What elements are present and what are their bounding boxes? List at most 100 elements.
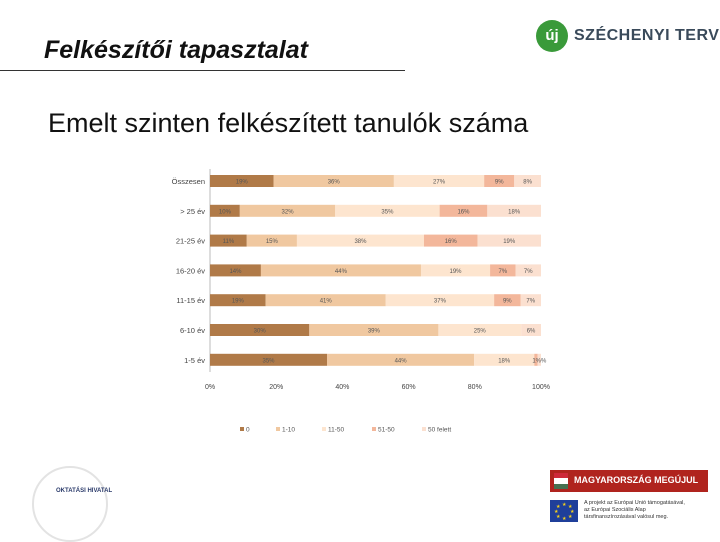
bar-segment [515,264,541,277]
eu-line: az Európai Szociális Alap [584,507,646,513]
logo-ring [32,466,108,542]
bar-segment [534,353,538,366]
legend-swatch [240,427,244,431]
logo-badge: új [536,20,568,52]
data-label: 30% [254,329,267,335]
data-label: 18% [508,209,521,215]
data-label: 7% [526,299,535,305]
bar-segment [210,234,247,247]
eu-line: A projekt az Európai Unió támogatásával, [584,500,685,506]
bar-segment [393,175,485,187]
legend-label: 0 [246,427,250,434]
bar-segment [385,294,495,307]
data-label: 35% [263,358,276,364]
bar-segment [210,264,261,277]
x-tick-label: 20% [269,384,283,391]
legend-swatch [422,427,426,431]
legend-label: 11-50 [328,427,345,434]
bar-segment [210,324,310,336]
hungarian-flag-icon [554,473,568,489]
legend-swatch [322,427,326,431]
data-label: 19% [450,269,463,275]
category-label: Összesen [172,177,205,186]
bar-segment [494,294,521,307]
szechenyi-terv-logo: új SZÉCHENYI TERV [536,20,719,54]
eu-line: társfinanszírozásával valósul meg. [584,514,669,520]
data-label: 18% [498,358,511,364]
data-label: 41% [320,299,333,305]
category-label: 1-5 év [184,356,205,365]
legend-label: 51-50 [378,427,395,434]
bar-segment [514,175,541,187]
data-label: 7% [524,269,533,275]
data-label: 15% [266,239,279,245]
logo-text: SZÉCHENYI TERV [574,27,720,44]
eu-funding-text: A projekt az Európai Unió támogatásával,… [584,500,714,521]
x-tick-label: 60% [402,384,416,391]
category-label: > 25 év [180,207,205,216]
bar-segment [438,324,522,336]
category-label: 11-15 év [176,296,205,305]
category-label: 21-25 év [176,237,205,246]
data-label: 16% [445,239,458,245]
data-label: 19% [503,239,516,245]
data-label: 32% [282,209,295,215]
magyarorszag-megujul-badge: MAGYARORSZÁG MEGÚJUL [550,470,708,492]
data-label: 39% [368,329,381,335]
legend-swatch [276,427,280,431]
chart-subtitle: Emelt szinten felkészített tanulók száma [48,108,529,138]
bar-segment [335,204,440,217]
bar-segment [520,294,541,307]
data-label: 36% [328,180,341,186]
data-label: 1%% [532,358,547,364]
page-title: Felkészítői tapasztalat [44,36,308,64]
data-label: 25% [474,329,487,335]
bar-segment [439,204,488,217]
data-label: 19% [232,299,245,305]
bar-segment [327,353,475,366]
bar-segment [239,204,336,217]
data-label: 37% [434,299,447,305]
data-label: 16% [457,209,470,215]
bar-segment [477,234,541,247]
x-tick-label: 100% [532,384,550,391]
bar-segment [521,324,541,336]
bar-segment [296,234,424,247]
data-label: 9% [503,299,512,305]
data-label: 8% [523,180,532,186]
title-underline [0,30,405,71]
bar-segment [210,294,266,307]
bar-segment [246,234,297,247]
data-label: 19% [236,180,249,186]
bar-segment [273,175,394,187]
bar-segment [265,294,386,307]
data-label: 44% [335,269,348,275]
x-tick-label: 80% [468,384,482,391]
category-label: 16-20 év [176,266,205,275]
badge-text: MAGYARORSZÁG MEGÚJUL [574,475,699,485]
data-label: 9% [495,180,504,186]
legend-label: 50 felett [428,427,451,434]
category-label: 6-10 év [180,326,205,335]
data-label: 27% [433,180,446,186]
data-label: 6% [527,329,536,335]
data-label: 35% [381,209,394,215]
data-label: 44% [395,358,408,364]
bar-segment [487,204,541,217]
data-label: 7% [498,269,507,275]
bar-segment [423,234,478,247]
oktatasi-hivatal-text: OKTATÁSI HIVATAL [56,488,113,494]
bar-segment [210,204,240,217]
bar-segment [537,353,541,366]
bar-segment [309,324,439,336]
data-label: 10% [219,209,232,215]
legend-swatch [372,427,376,431]
legend-label: 1-10 [282,427,295,434]
bar-segment [210,353,328,366]
data-label: 38% [354,239,367,245]
eu-flag-icon: ★ ★ ★ ★ ★ ★ ★ ★ [550,500,578,522]
bar-segment [484,175,515,187]
data-label: 14% [229,269,242,275]
bar-segment [210,175,274,187]
